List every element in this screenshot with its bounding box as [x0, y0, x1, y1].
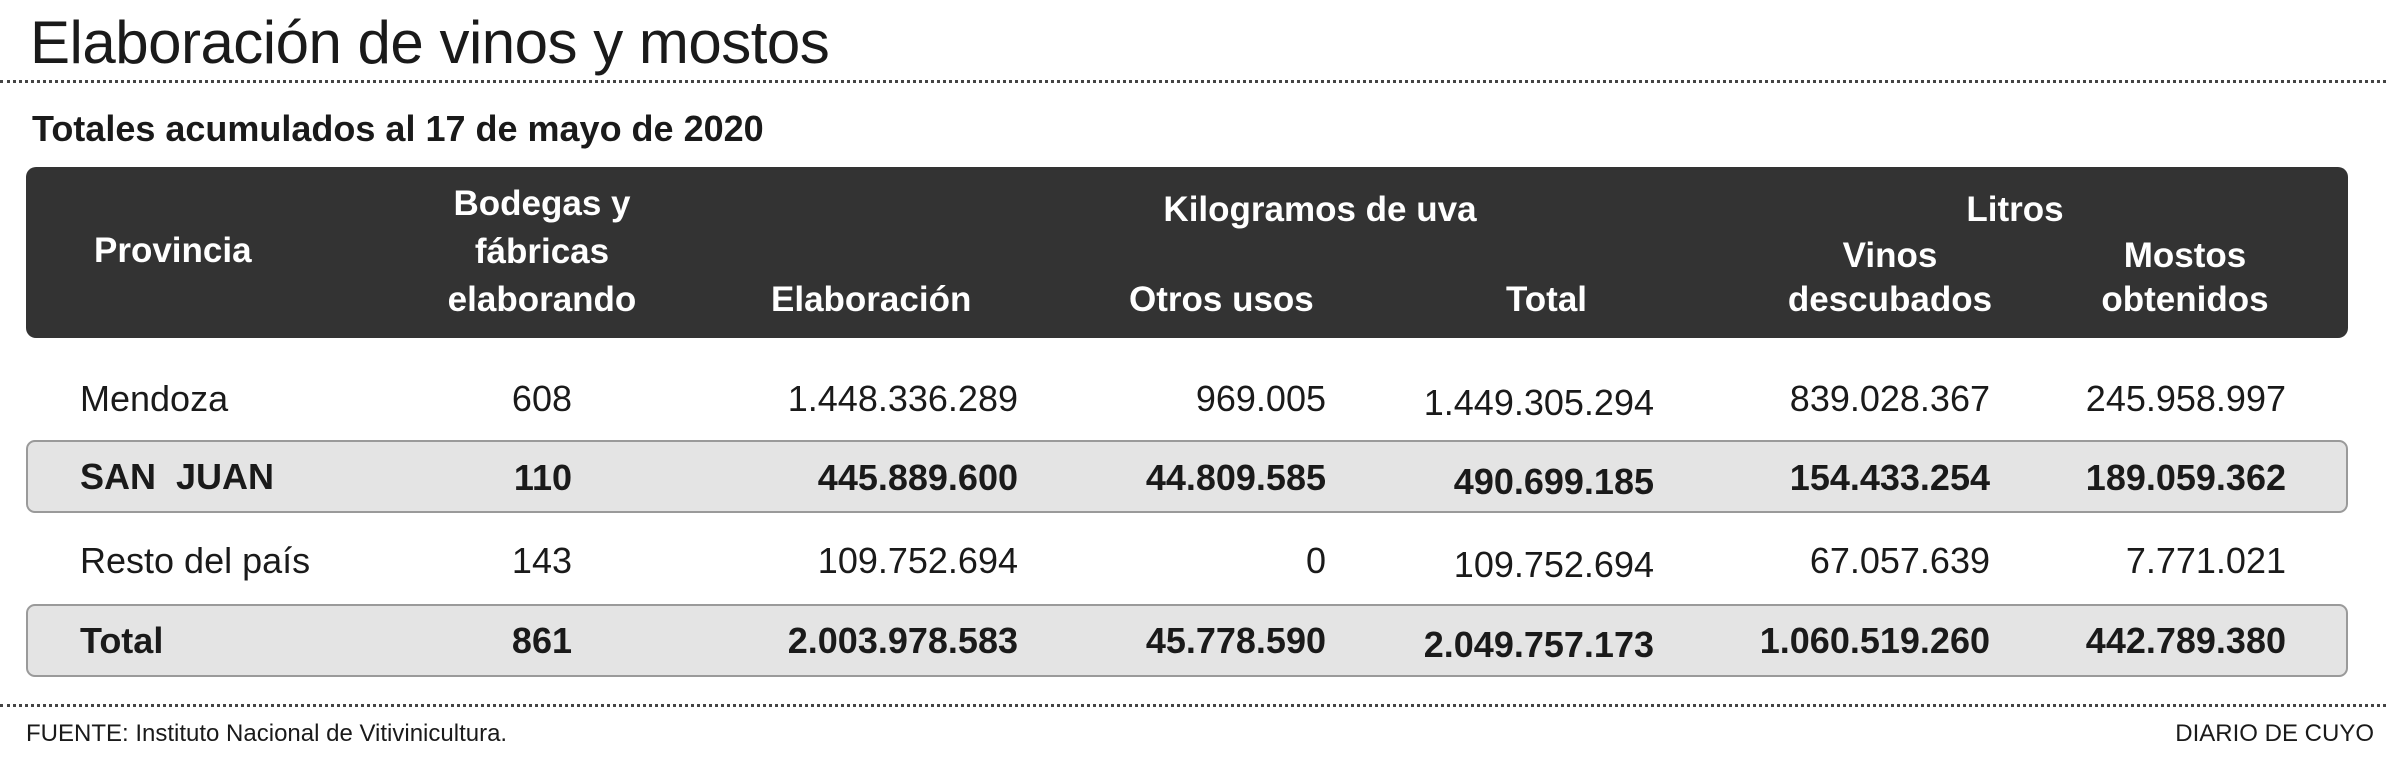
cell-mostos: 442.789.380	[2085, 620, 2286, 661]
header-vinos-line2: descubados	[1787, 280, 1993, 319]
cell-otros-usos: 969.005	[1195, 378, 1326, 419]
cell-elaboracion: 445.889.600	[817, 457, 1018, 498]
cell-total: 1.449.305.294	[1423, 382, 1654, 423]
header-total: Total	[1506, 280, 1588, 319]
cell-vinos: 1.060.519.260	[1759, 620, 1990, 661]
cell-total: 109.752.694	[1453, 544, 1654, 585]
cell-elaboracion: 1.448.336.289	[787, 378, 1018, 419]
row-band-total	[26, 604, 2348, 677]
header-bodegas-line1: Bodegas y	[453, 184, 631, 223]
row-band-san-juan	[26, 440, 2348, 513]
source-note: FUENTE: Instituto Nacional de Vitivinicu…	[26, 720, 507, 748]
cell-elaboracion: 2.003.978.583	[787, 620, 1018, 661]
cell-provincia: Resto del país	[80, 540, 311, 581]
header-vinos-line1: Vinos	[1842, 236, 1938, 275]
source-label: FUENTE:	[26, 720, 129, 747]
cell-mostos: 7.771.021	[2125, 540, 2286, 581]
header-bodegas-line3: elaborando	[447, 280, 637, 319]
cell-mostos: 245.958.997	[2085, 378, 2286, 419]
table-header	[26, 167, 2348, 338]
header-mostos-line2: obtenidos	[2101, 280, 2269, 319]
cell-otros-usos: 45.778.590	[1145, 620, 1326, 661]
cell-provincia: Mendoza	[80, 378, 229, 419]
header-provincia: Provincia	[94, 231, 252, 270]
page-subtitle: Totales acumulados al 17 de mayo de 2020	[32, 108, 764, 149]
bottom-divider	[0, 704, 2386, 707]
cell-provincia: Total	[80, 620, 164, 661]
cell-otros-usos: 44.809.585	[1145, 457, 1326, 498]
cell-total: 490.699.185	[1453, 461, 1654, 502]
cell-vinos: 67.057.639	[1809, 540, 1990, 581]
header-otros-usos: Otros usos	[1129, 280, 1314, 319]
cell-mostos: 189.059.362	[2085, 457, 2286, 498]
header-bodegas-line2: fábricas	[474, 232, 610, 271]
cell-bodegas: 861	[511, 620, 572, 661]
brand-credit: DIARIO DE CUYO	[2175, 720, 2374, 747]
header-mostos-line1: Mostos	[2123, 236, 2247, 275]
header-kilogramos-group: Kilogramos de uva	[1163, 190, 1477, 229]
header-litros-group: Litros	[1966, 190, 2064, 229]
cell-bodegas: 110	[513, 457, 572, 498]
cell-otros-usos: 0	[1305, 540, 1326, 581]
source-text: Instituto Nacional de Vitivinicultura.	[128, 720, 508, 747]
cell-elaboracion: 109.752.694	[817, 540, 1018, 581]
header-elaboracion: Elaboración	[771, 280, 972, 319]
cell-vinos: 839.028.367	[1789, 378, 1990, 419]
top-divider	[0, 80, 2386, 83]
page-title: Elaboración de vinos y mostos	[30, 9, 830, 76]
cell-provincia: SAN JUAN	[80, 456, 275, 497]
cell-vinos: 154.433.254	[1789, 457, 1990, 498]
cell-bodegas: 143	[511, 540, 572, 581]
cell-total: 2.049.757.173	[1423, 624, 1654, 665]
cell-bodegas: 608	[511, 378, 572, 419]
